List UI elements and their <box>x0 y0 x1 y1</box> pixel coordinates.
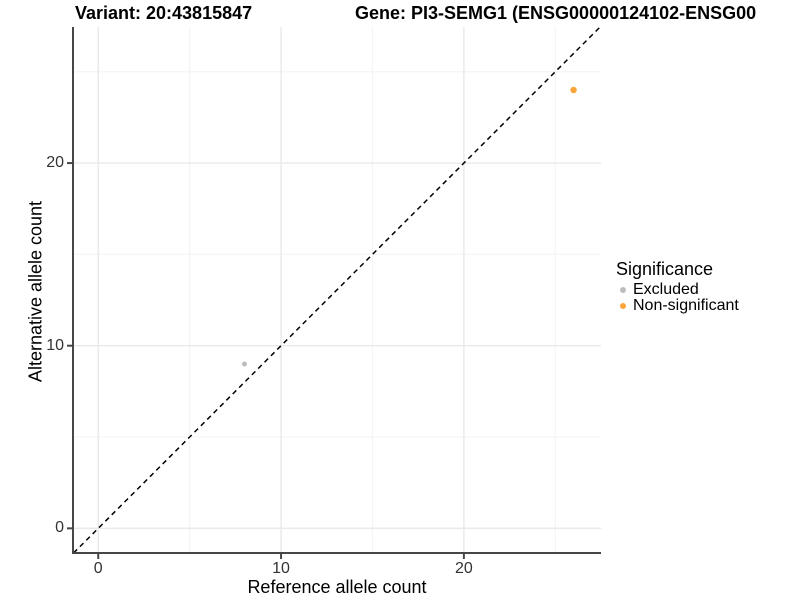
y-tick-label: 20 <box>46 154 64 172</box>
legend-title: Significance <box>616 259 714 279</box>
legend-item-excluded: Excluded <box>616 282 739 298</box>
excluded-point-icon <box>620 287 626 293</box>
x-tick-label: 20 <box>454 560 473 577</box>
data-point-non-significant <box>570 86 577 94</box>
y-axis-title: Alternative allele count <box>25 200 46 383</box>
legend: Significance Excluded Non-significant <box>616 259 739 314</box>
legend-item-label: Excluded <box>633 281 699 298</box>
non-significant-point-icon <box>620 303 626 309</box>
identity-reference-line <box>73 26 601 554</box>
x-tick-label: 10 <box>272 560 290 577</box>
plot-title-gene: Gene: PI3-SEMG1 (ENSG00000124102-ENSG00 <box>355 3 757 23</box>
x-tick-label: 0 <box>93 560 103 577</box>
data-point-excluded <box>241 361 247 367</box>
legend-item-label: Non-significant <box>633 297 739 314</box>
plot-title-variant: Variant: 20:43815847 <box>75 3 253 23</box>
x-axis-title: Reference allele count <box>247 577 427 597</box>
y-tick-label: 10 <box>46 336 64 354</box>
legend-item-non-significant: Non-significant <box>616 298 739 314</box>
y-tick-label: 0 <box>55 519 64 537</box>
